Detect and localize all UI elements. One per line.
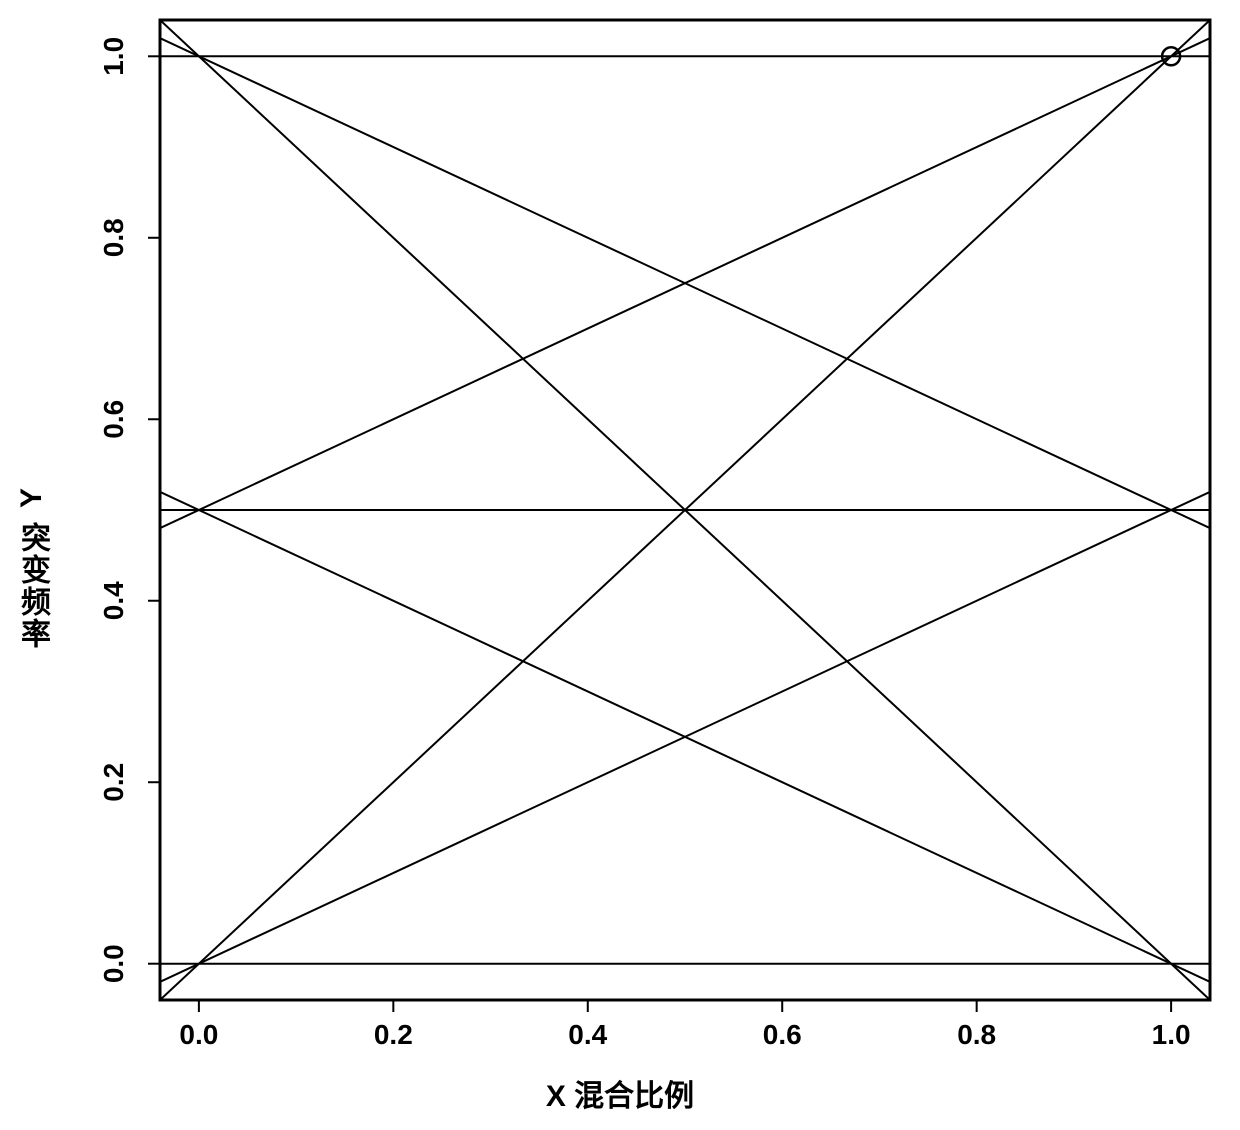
- chart-lines: [141, 2, 1230, 1018]
- chart-svg: 0.0 0.2 0.4 0.6 0.8 1.0 0.0 0.2 0.4 0.6 0.8 1.0: [0, 0, 1240, 1130]
- x-tick-label: 0.2: [374, 1019, 413, 1050]
- x-tick-label: 0.6: [763, 1019, 802, 1050]
- y-tick-label: 0.4: [98, 581, 129, 620]
- y-tick-label: 0.2: [98, 763, 129, 802]
- x-tick-label: 0.0: [179, 1019, 218, 1050]
- y-tick-label: 0.6: [98, 400, 129, 439]
- chart-container: 0.0 0.2 0.4 0.6 0.8 1.0 0.0 0.2 0.4 0.6 0.8 1.0 Y 突…: [0, 0, 1240, 1130]
- x-tick-label: 1.0: [1152, 1019, 1191, 1050]
- y-axis-label-text: 突变频率: [10, 522, 54, 650]
- y-axis-label: Y 突变频率: [10, 480, 54, 650]
- y-axis-label-y: Y: [15, 486, 49, 508]
- y-tick-label: 0.0: [98, 944, 129, 983]
- y-tick-label: 0.8: [98, 218, 129, 257]
- y-tick-label: 1.0: [98, 37, 129, 76]
- x-axis-label: X 混合比例: [546, 1071, 694, 1115]
- x-tick-label: 0.8: [957, 1019, 996, 1050]
- x-tick-label: 0.4: [568, 1019, 607, 1050]
